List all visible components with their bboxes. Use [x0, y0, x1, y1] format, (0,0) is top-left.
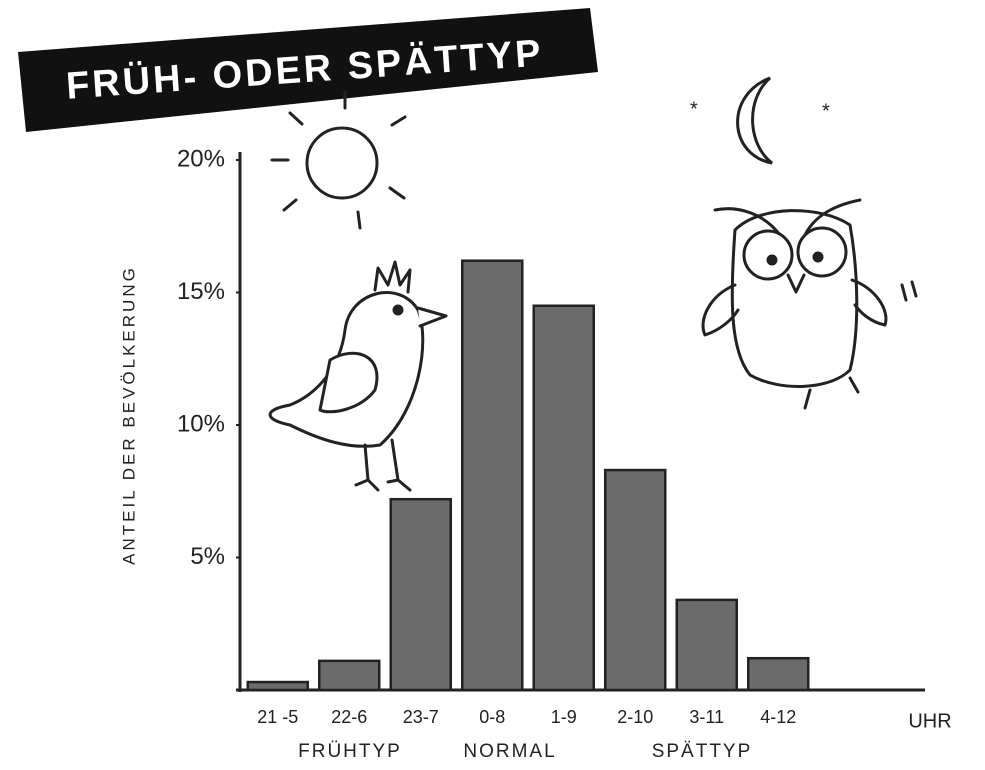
x-tick-label: 22-6 [331, 707, 367, 727]
bar [532, 304, 595, 692]
group-label: SPÄTTYP [652, 741, 753, 762]
bar [747, 656, 810, 692]
title-banner [18, 8, 598, 132]
y-tick-label: 20% [177, 145, 225, 172]
x-unit: UHR [908, 710, 951, 732]
bar [604, 468, 667, 692]
sun [270, 90, 407, 230]
x-tick-label: 21 -5 [257, 707, 298, 727]
y-tick-label: 15% [177, 278, 225, 305]
star: * [822, 100, 830, 122]
bar [389, 497, 452, 692]
bar [246, 680, 309, 692]
bar [675, 598, 738, 692]
y-tick-label: 5% [190, 543, 225, 570]
group-label: NORMAL [463, 741, 556, 762]
owl [701, 198, 918, 410]
x-tick-label: 4-12 [760, 707, 796, 727]
bird [268, 260, 448, 492]
x-tick-label: 3-11 [689, 707, 724, 727]
y-tick-label: 10% [177, 410, 225, 437]
x-tick-label: 2-10 [617, 707, 653, 727]
group-label: FRÜHTYP [298, 741, 402, 762]
y-axis-label: ANTEIL DER BEVÖLKERUNG [119, 265, 138, 565]
x-tick-label: 1-9 [551, 707, 577, 727]
x-tick-label: 23-7 [403, 707, 439, 727]
moon: * * [690, 76, 830, 165]
bar [318, 659, 381, 692]
x-tick-label: 0-8 [479, 707, 505, 727]
bar [461, 259, 524, 692]
star: * [690, 98, 698, 120]
